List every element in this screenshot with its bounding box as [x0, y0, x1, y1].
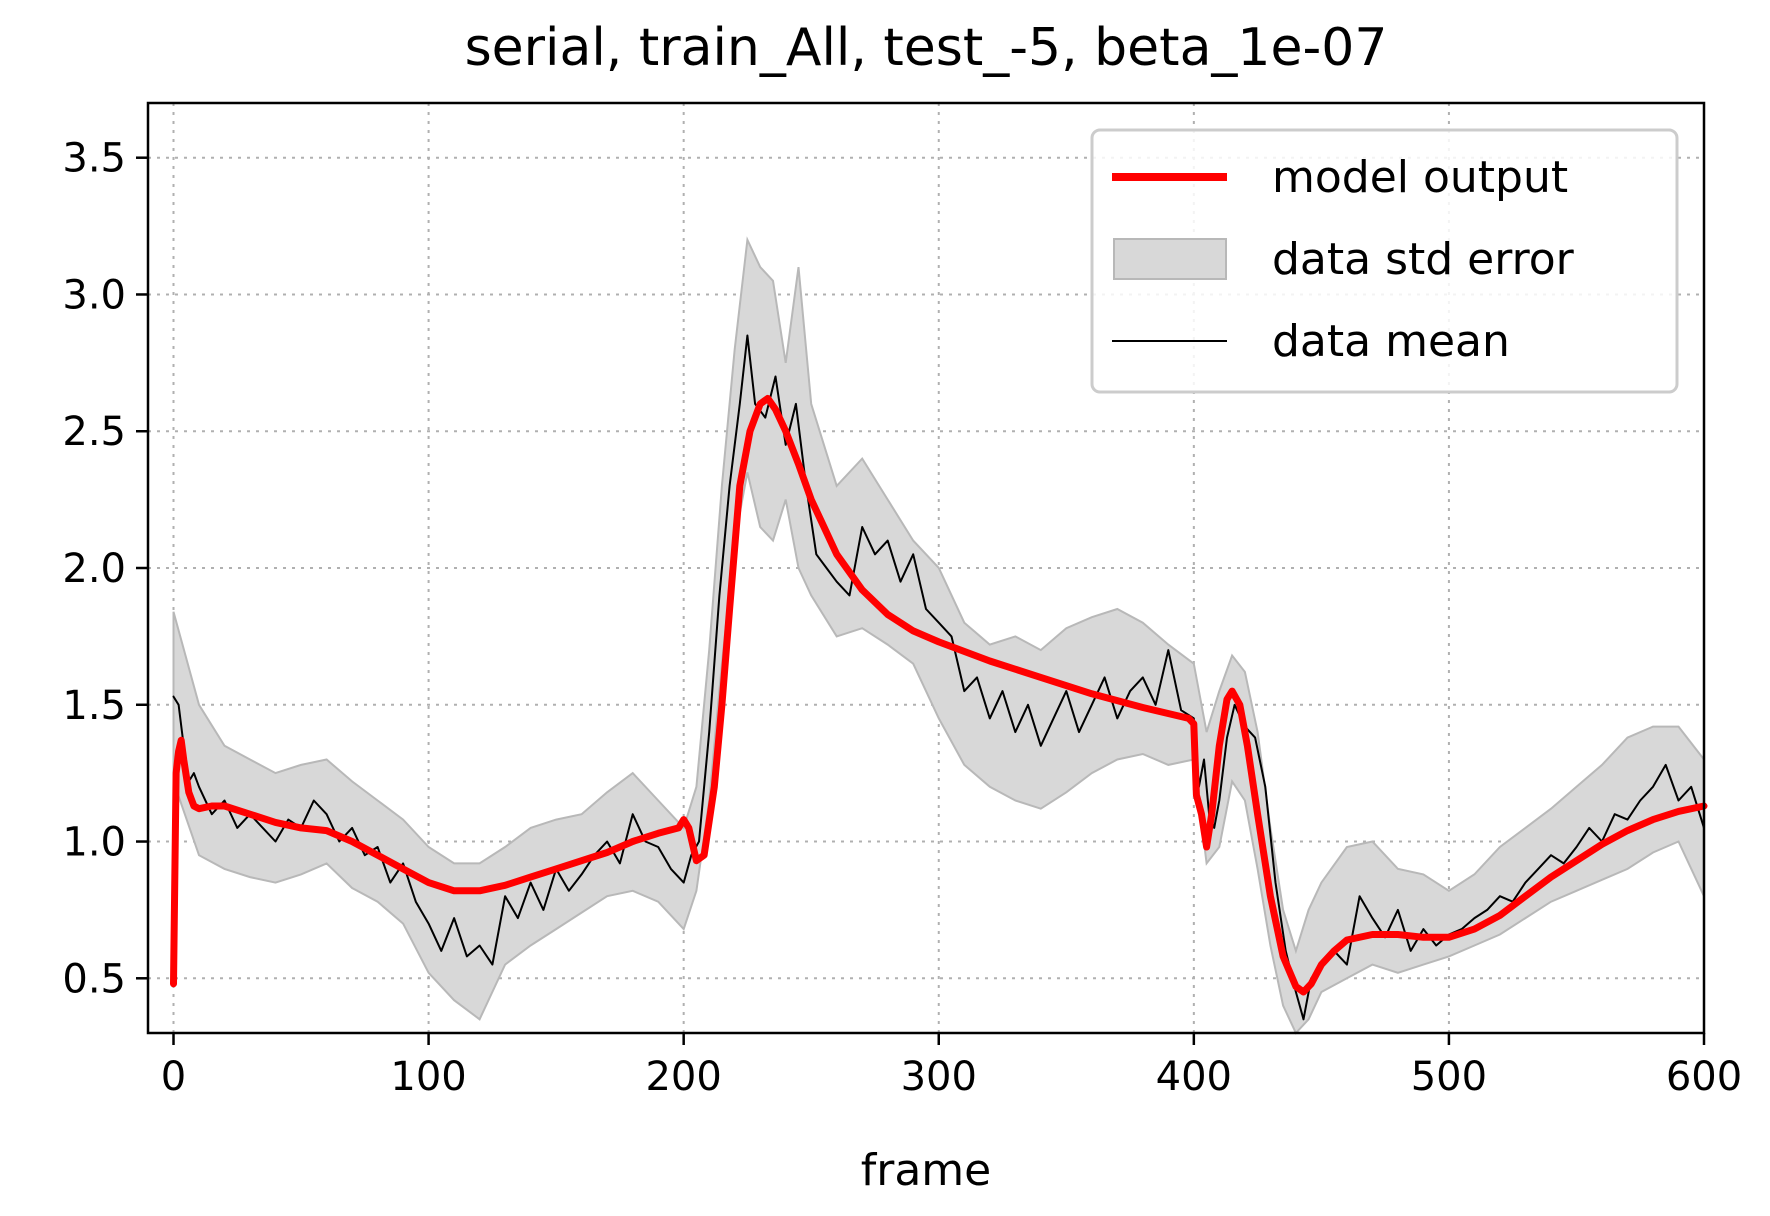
legend: model output data std error data mean: [1090, 128, 1679, 394]
x-tick-label: 0: [161, 1054, 186, 1100]
data-mean-series: [172, 334, 1705, 1021]
model-output-line: [170, 394, 1708, 996]
legend-label: model output: [1272, 152, 1568, 203]
x-tick-label: 500: [1411, 1054, 1487, 1100]
x-tick-label: 400: [1156, 1054, 1232, 1100]
x-axis-title: frame: [861, 1145, 991, 1196]
axis-ticks: 0 100 200 300 400 500 600 0.5 1.0 1.5 2.0 2.5 3.0 3.5: [62, 136, 1742, 1100]
x-tick-label: 600: [1666, 1054, 1742, 1100]
y-tick-label: 3.0: [62, 272, 126, 318]
y-tick-label: 1.5: [62, 683, 126, 729]
x-tick-label: 300: [901, 1054, 977, 1100]
y-tick-label: 3.5: [62, 136, 126, 182]
legend-box: [1090, 128, 1679, 394]
model-output-series: [170, 394, 1708, 996]
data-mean-line: [172, 334, 1705, 1021]
x-tick-label: 100: [390, 1054, 466, 1100]
y-tick-label: 2.5: [62, 409, 126, 455]
legend-label: data mean: [1272, 316, 1510, 367]
y-tick-label: 0.5: [62, 956, 126, 1002]
chart-title: serial, train_All, test_-5, beta_1e-07: [465, 18, 1388, 78]
x-tick-label: 200: [645, 1054, 721, 1100]
y-tick-label: 2.0: [62, 546, 126, 592]
legend-label: data std error: [1272, 234, 1575, 285]
y-tick-label: 1.0: [62, 820, 126, 866]
legend-swatch-std-error: [1113, 238, 1227, 280]
